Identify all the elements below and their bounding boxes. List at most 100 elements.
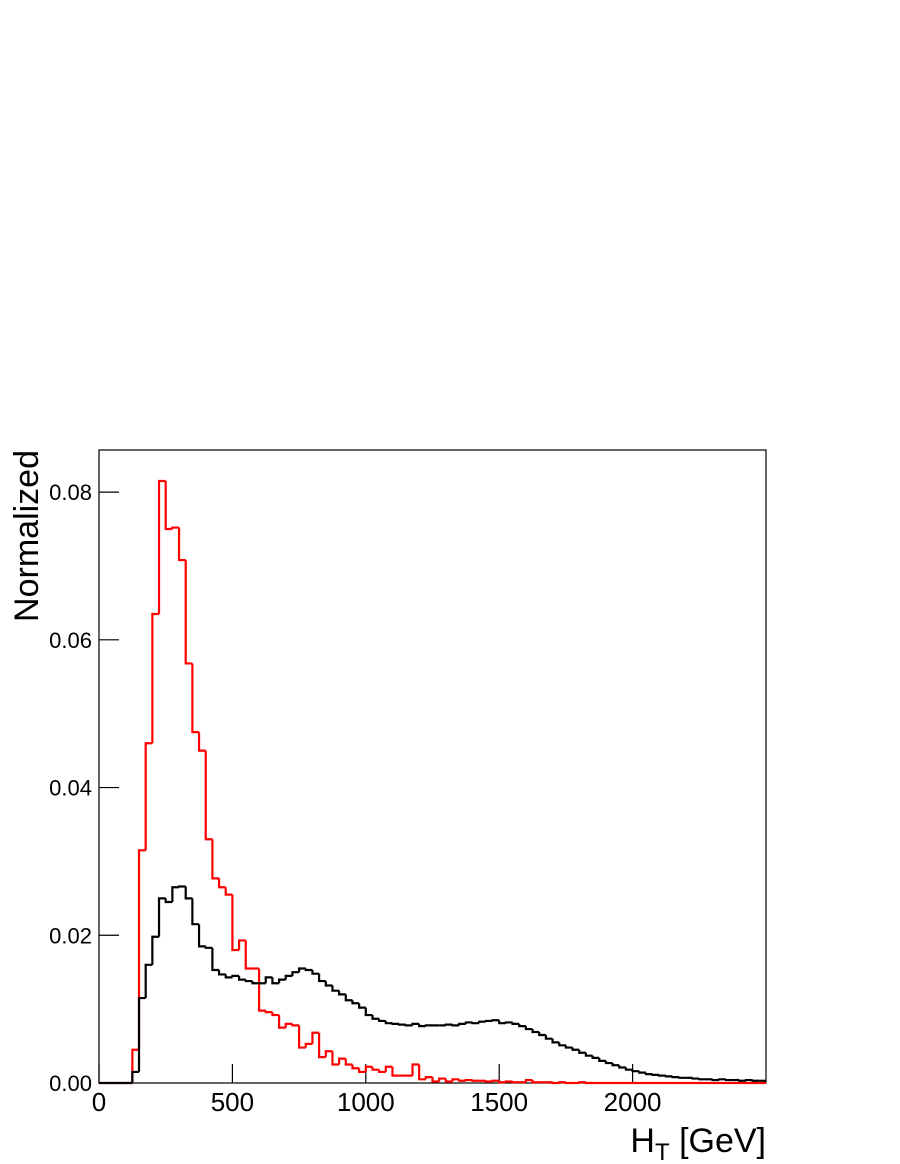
histogram-bin — [604, 1060, 613, 1065]
histogram-bin — [131, 1070, 140, 1083]
histogram-bin — [331, 985, 340, 992]
histogram-bin — [277, 1015, 286, 1029]
histogram-bin — [324, 1050, 333, 1058]
histogram-bin — [151, 612, 160, 744]
histogram-bin — [171, 886, 180, 903]
histogram-bin — [558, 1081, 566, 1084]
x-tick-label: 500 — [211, 1087, 254, 1117]
histogram-bin — [338, 1057, 346, 1065]
histogram-bin — [311, 1031, 320, 1044]
histogram-bin — [424, 1024, 433, 1027]
histogram-bin — [624, 1067, 633, 1071]
x-axis-label: HT [GeV] — [630, 1122, 766, 1164]
histogram-bin — [217, 878, 226, 889]
histogram-bin — [237, 975, 246, 981]
histogram-bin — [551, 1038, 560, 1044]
histogram-bin — [184, 560, 193, 665]
y-axis-label: Normalized — [8, 450, 46, 622]
histogram-bin — [151, 935, 160, 965]
histogram-bin — [291, 1023, 300, 1027]
histogram-bin — [137, 996, 146, 1072]
histogram-bin — [491, 1019, 500, 1022]
histogram-bin — [691, 1077, 700, 1080]
histogram-bin — [157, 479, 166, 614]
histogram-bin — [444, 1078, 453, 1083]
histogram-bin — [137, 849, 146, 1050]
histogram-bin — [291, 971, 300, 976]
histogram-bin — [191, 663, 200, 734]
histogram-bin — [478, 1020, 486, 1024]
histogram-bin — [404, 1024, 413, 1027]
histogram-bin — [724, 1078, 733, 1082]
histogram-bin — [558, 1042, 566, 1047]
histogram-bin — [304, 1042, 313, 1048]
histogram-bin — [338, 990, 346, 996]
histogram-bin — [671, 1075, 680, 1079]
histogram-bin — [318, 1032, 326, 1059]
histogram-bin — [744, 1078, 753, 1082]
histogram-bin — [611, 1063, 620, 1067]
histogram-bin — [371, 1015, 380, 1020]
histogram-bin — [411, 1063, 420, 1076]
histogram-bin — [411, 1022, 420, 1026]
histogram-bin — [231, 894, 240, 952]
histogram-bin — [591, 1055, 600, 1059]
histogram-bin — [298, 1025, 306, 1049]
histogram-bin — [471, 1079, 480, 1082]
histogram-bin — [418, 1023, 426, 1028]
histogram-bin — [364, 1007, 373, 1017]
histogram-bin — [217, 969, 226, 976]
histogram-bin — [244, 940, 253, 970]
histogram-bin — [538, 1032, 546, 1037]
histogram-bin — [197, 732, 206, 752]
histogram-bin — [751, 1079, 760, 1082]
histogram-bin — [571, 1047, 580, 1051]
histogram-bin — [378, 1018, 386, 1023]
histogram-bin — [144, 742, 153, 851]
histogram-bin — [277, 978, 286, 984]
histogram-bin — [511, 1081, 520, 1084]
histogram-bin — [698, 1078, 706, 1081]
x-label-main: H — [630, 1122, 655, 1160]
histogram-bin — [431, 1077, 440, 1083]
histogram-bin — [664, 1075, 673, 1078]
histogram-bin — [458, 1022, 466, 1026]
histogram-bin — [498, 1020, 506, 1025]
histogram-bin — [224, 887, 233, 896]
histogram-bin — [358, 1003, 366, 1009]
x-label-sub: T — [655, 1139, 670, 1164]
histogram-bin — [504, 1021, 513, 1024]
histogram-bin — [371, 1066, 380, 1071]
histogram-bin — [578, 1049, 586, 1054]
histogram-bin — [398, 1023, 406, 1026]
histogram-bin — [711, 1078, 720, 1082]
y-tick-label: 0.06 — [49, 628, 92, 653]
histogram-bin — [197, 924, 206, 948]
histogram-bin — [484, 1080, 493, 1083]
plot-frame — [98, 449, 767, 1084]
histogram-bin — [384, 1065, 393, 1072]
histogram-bin — [551, 1081, 560, 1085]
histogram-bin — [224, 974, 233, 979]
histogram-bin — [364, 1065, 373, 1072]
histogram-bin — [524, 1078, 533, 1083]
histogram-bin — [164, 481, 173, 531]
histogram-bin — [564, 1081, 573, 1085]
histogram-bin — [311, 969, 320, 975]
histogram-bin — [511, 1022, 520, 1026]
y-tick-label: 0.04 — [49, 776, 92, 801]
histogram-bin — [718, 1078, 726, 1081]
histogram-bin — [344, 1058, 353, 1066]
histogram-bin — [318, 973, 326, 983]
histogram-bin — [738, 1079, 746, 1082]
histogram-bin — [678, 1076, 686, 1079]
histogram-bin — [391, 1022, 400, 1026]
histogram-bin — [504, 1080, 513, 1083]
x-tick-label: 1000 — [337, 1087, 395, 1117]
histogram-bin — [324, 981, 333, 987]
histogram-bin — [544, 1034, 553, 1040]
histogram-bin — [564, 1045, 573, 1049]
histogram-bin — [157, 897, 166, 937]
histogram-bin — [464, 1078, 473, 1082]
